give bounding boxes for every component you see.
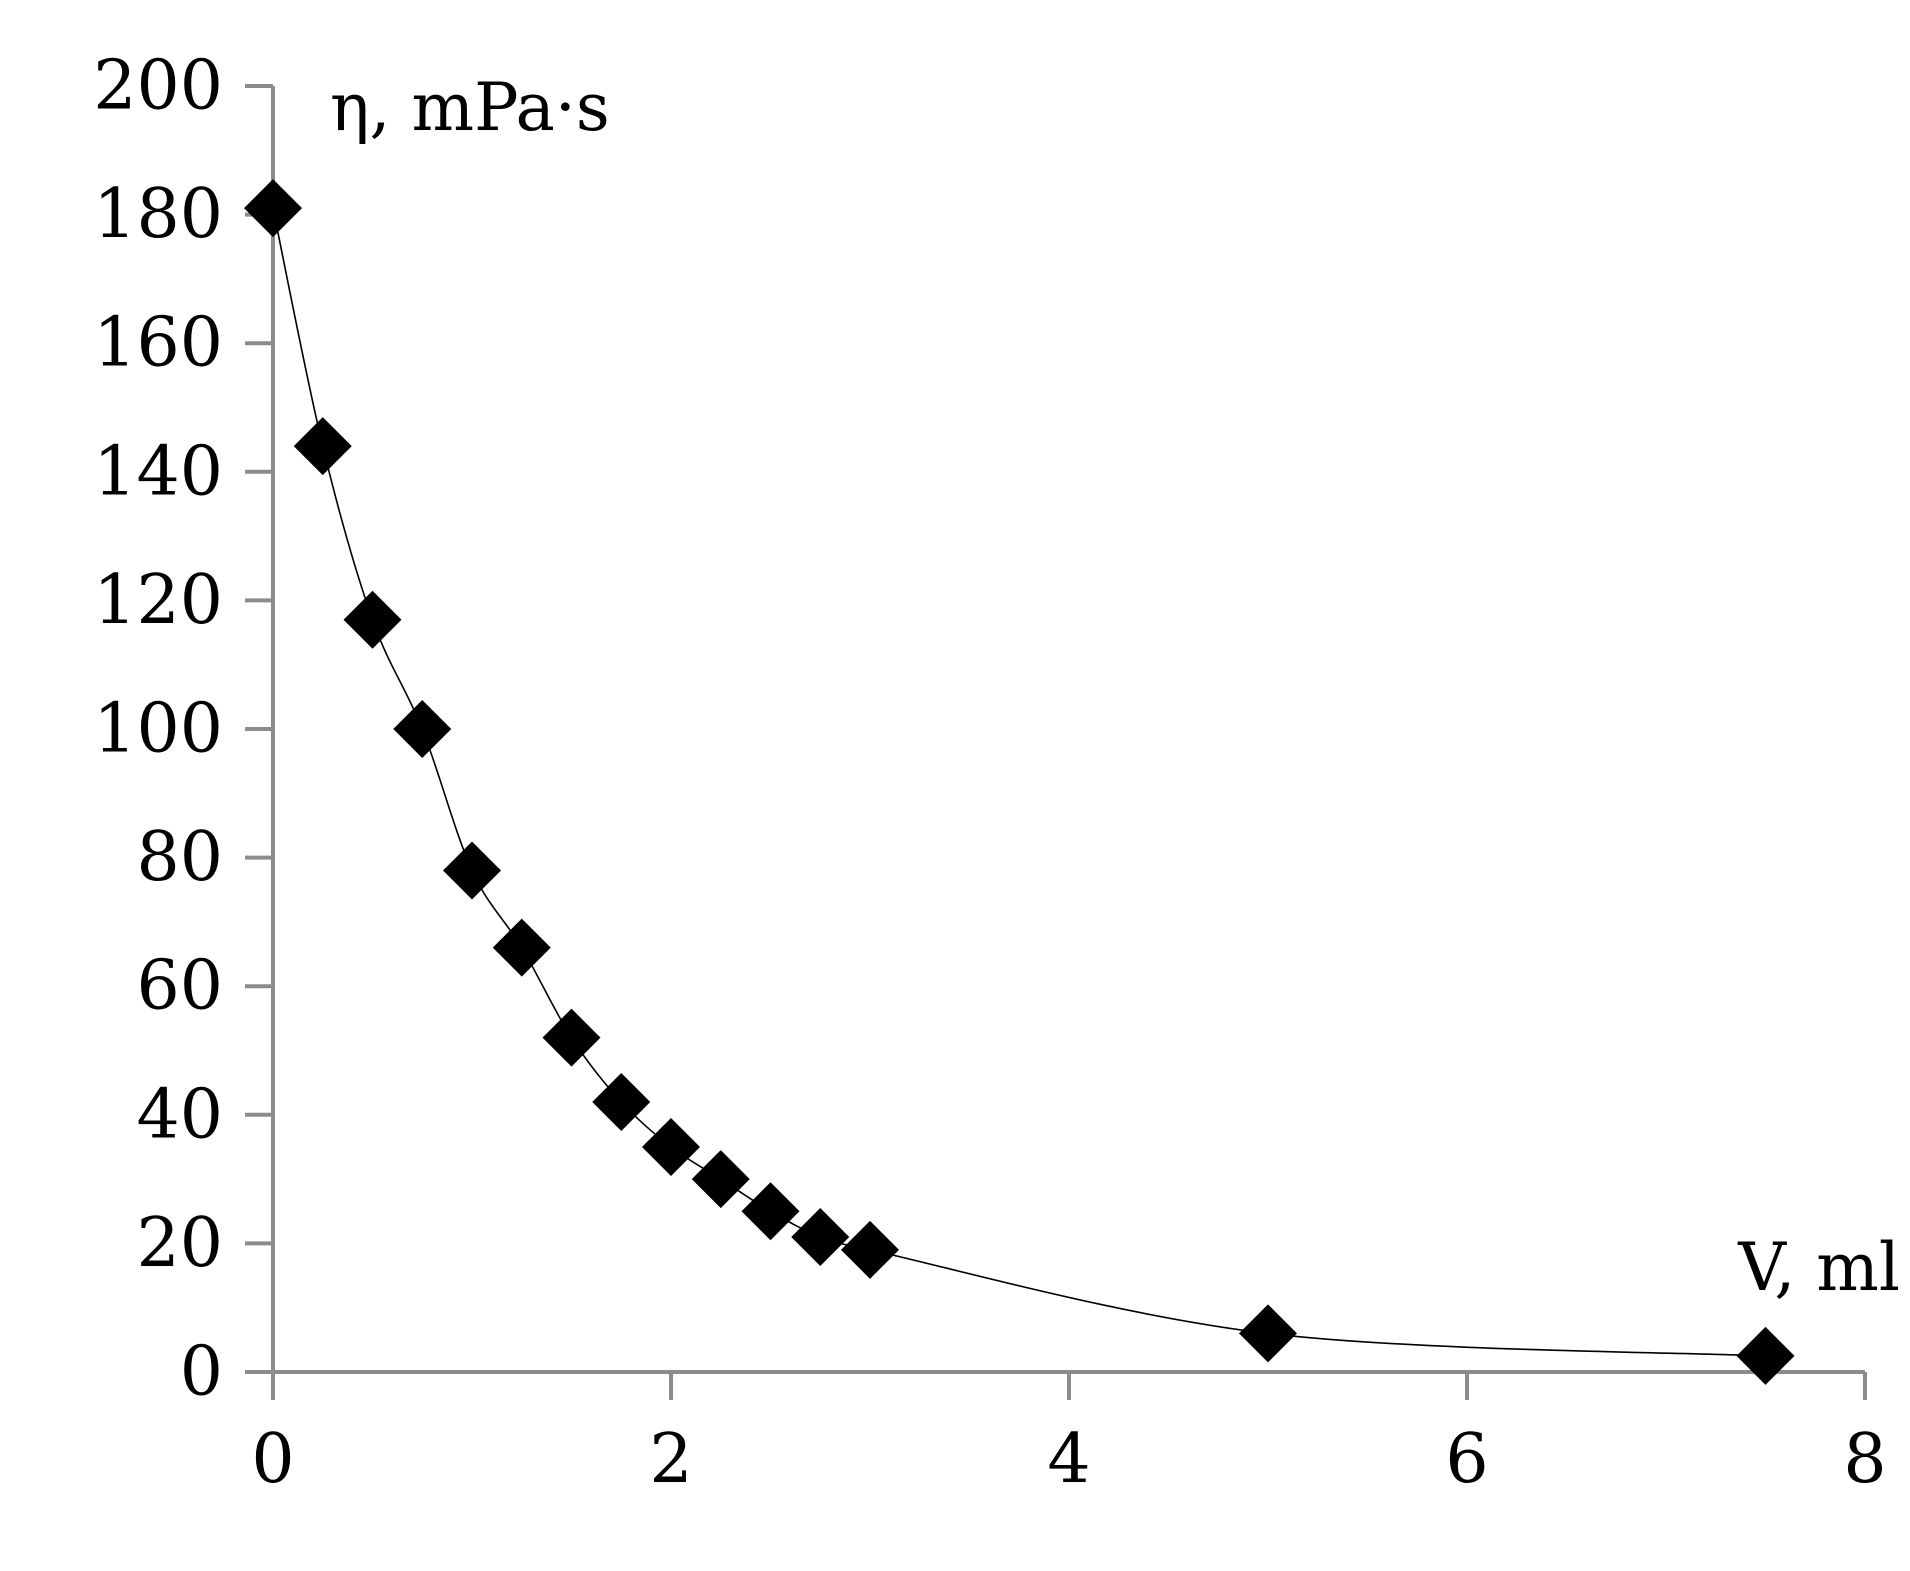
data-point: [443, 841, 501, 900]
y-axis-ticks: 0 20 40 60 80 100 120 140 160 180 200: [93, 47, 273, 1412]
y-tick-label: 180: [93, 175, 223, 254]
trend-line: [272, 208, 1766, 1357]
data-point: [244, 179, 302, 238]
y-tick-label: 140: [93, 432, 223, 511]
y-tick-label: 60: [136, 947, 223, 1026]
x-tick-label: 2: [649, 1420, 692, 1499]
data-point: [293, 417, 352, 476]
x-tick-label: 8: [1843, 1420, 1886, 1499]
data-point: [1239, 1304, 1297, 1363]
axes: 0 20 40 60 80 100 120 140 160 180 200 0 2 4 6 8: [93, 47, 1886, 1500]
x-axis-ticks: 0 2 4 6 8: [251, 1372, 1887, 1499]
data-point: [841, 1220, 899, 1279]
data-point: [393, 700, 452, 758]
x-tick-label: 0: [251, 1420, 294, 1499]
y-tick-label: 100: [93, 690, 223, 769]
y-tick-label: 40: [136, 1075, 223, 1154]
data-point: [343, 590, 402, 649]
y-axis-label: η, mPa·s: [330, 69, 610, 146]
y-tick-label: 20: [136, 1204, 223, 1283]
data-point: [691, 1150, 750, 1209]
x-axis-label: V, ml: [1737, 1229, 1900, 1306]
data-point: [542, 1008, 601, 1067]
y-tick-label: 160: [93, 304, 223, 383]
data-point: [1736, 1326, 1795, 1385]
data-point: [492, 918, 551, 977]
y-tick-label: 0: [180, 1333, 223, 1412]
data-point: [592, 1072, 651, 1131]
y-tick-label: 80: [136, 818, 223, 897]
y-tick-label: 200: [93, 47, 223, 126]
data-point: [741, 1182, 800, 1241]
y-tick-label: 120: [93, 561, 223, 640]
data-points: [244, 179, 1795, 1385]
x-tick-label: 4: [1047, 1420, 1090, 1499]
x-tick-label: 6: [1445, 1420, 1488, 1499]
data-point: [791, 1207, 850, 1266]
data-point: [642, 1117, 700, 1176]
